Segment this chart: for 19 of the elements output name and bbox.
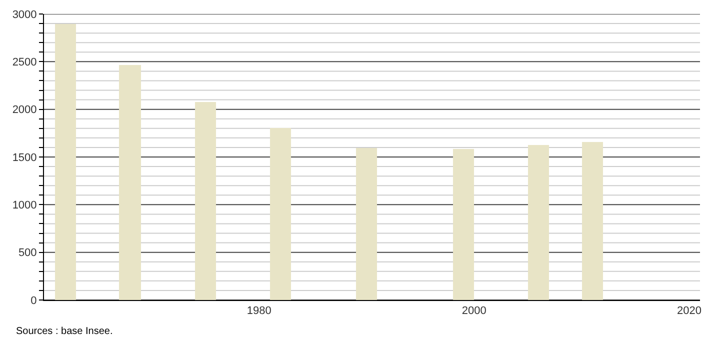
bar <box>356 148 377 300</box>
y-tick-label: 3000 <box>12 8 37 21</box>
bar <box>55 24 76 300</box>
y-tick-label: 2500 <box>12 56 37 69</box>
source-note: Sources : base Insee. <box>16 326 113 337</box>
y-tick-label: 2000 <box>12 104 37 116</box>
x-tick-label: 1980 <box>246 305 272 318</box>
y-tick-label: 0 <box>30 294 37 307</box>
bar <box>270 128 291 300</box>
bar <box>528 145 549 300</box>
y-tick-label: 1000 <box>12 200 37 212</box>
x-tick-label: 2020 <box>677 305 702 318</box>
x-tick-label: 2000 <box>462 305 486 318</box>
bar <box>119 65 141 300</box>
bar <box>582 142 603 300</box>
bar <box>195 102 216 300</box>
bar <box>453 149 474 300</box>
y-tick-label: 500 <box>18 247 37 260</box>
y-tick-label: 1500 <box>12 152 37 164</box>
